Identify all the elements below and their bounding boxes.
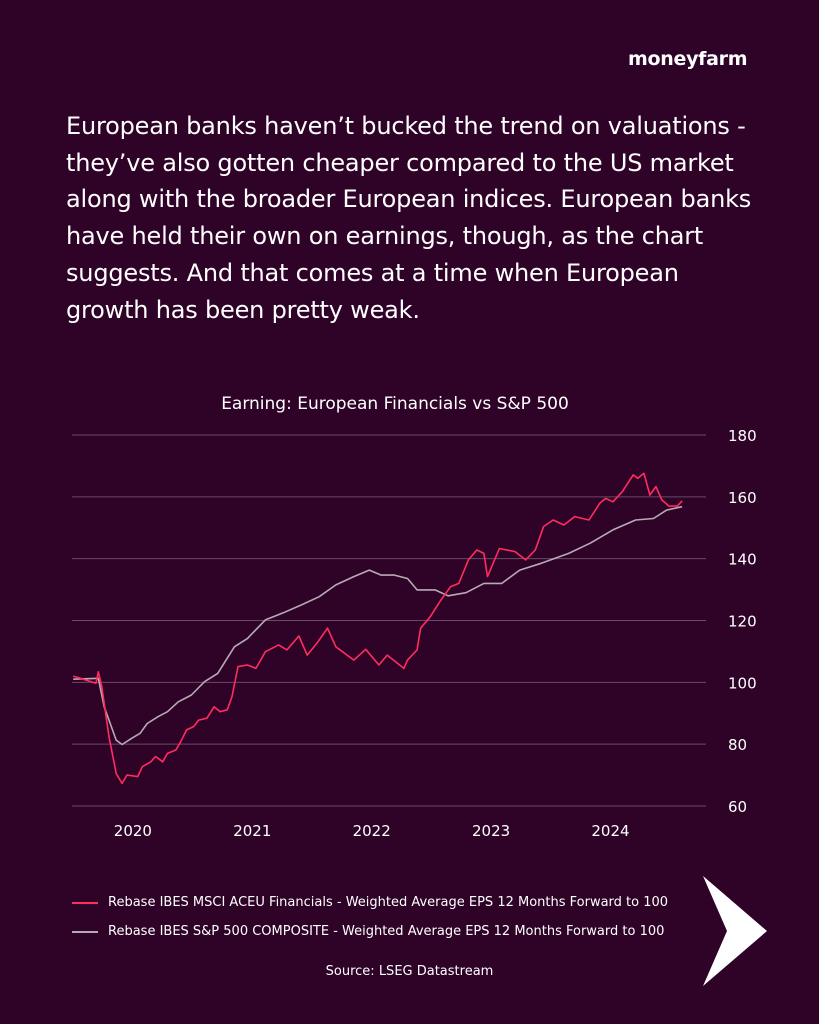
y-tick-label: 80 xyxy=(728,736,747,754)
intro-paragraph: European banks haven’t bucked the trend … xyxy=(66,112,752,324)
line-chart: 60 80 100 120 140 160 180 2020 2021 2022 2023 2024 xyxy=(72,427,757,840)
x-tick-label: 2021 xyxy=(233,822,271,840)
y-tick-label: 160 xyxy=(728,489,757,507)
legend-item-sp500: Rebase IBES S&P 500 COMPOSITE - Weighted… xyxy=(72,917,668,946)
chart-title: Earning: European Financials vs S&P 500 xyxy=(221,394,569,414)
y-tick-label: 120 xyxy=(728,613,757,631)
chevron-right-arrow-icon[interactable] xyxy=(700,874,770,988)
x-tick-label: 2020 xyxy=(114,822,152,840)
x-tick-label: 2023 xyxy=(472,822,510,840)
moneyfarm-logo: moneyfarm xyxy=(628,48,748,70)
legend-swatch-red xyxy=(72,901,98,904)
x-tick-label: 2022 xyxy=(353,822,391,840)
series-line-financials xyxy=(72,472,683,785)
series-line-sp500 xyxy=(73,505,683,746)
x-tick-label: 2024 xyxy=(591,822,629,840)
legend-label: Rebase IBES S&P 500 COMPOSITE - Weighted… xyxy=(108,924,665,939)
y-tick-label: 180 xyxy=(728,427,757,445)
legend-label: Rebase IBES MSCI ACEU Financials - Weigh… xyxy=(108,895,669,910)
legend-swatch-grey xyxy=(72,930,98,933)
source-note: Source: LSEG Datastream xyxy=(325,964,494,979)
y-tick-label: 100 xyxy=(728,674,757,692)
legend-item-financials: Rebase IBES MSCI ACEU Financials - Weigh… xyxy=(72,888,668,917)
y-tick-label: 140 xyxy=(728,551,757,569)
chart-legend: Rebase IBES MSCI ACEU Financials - Weigh… xyxy=(72,888,668,946)
y-tick-label: 60 xyxy=(728,798,747,816)
